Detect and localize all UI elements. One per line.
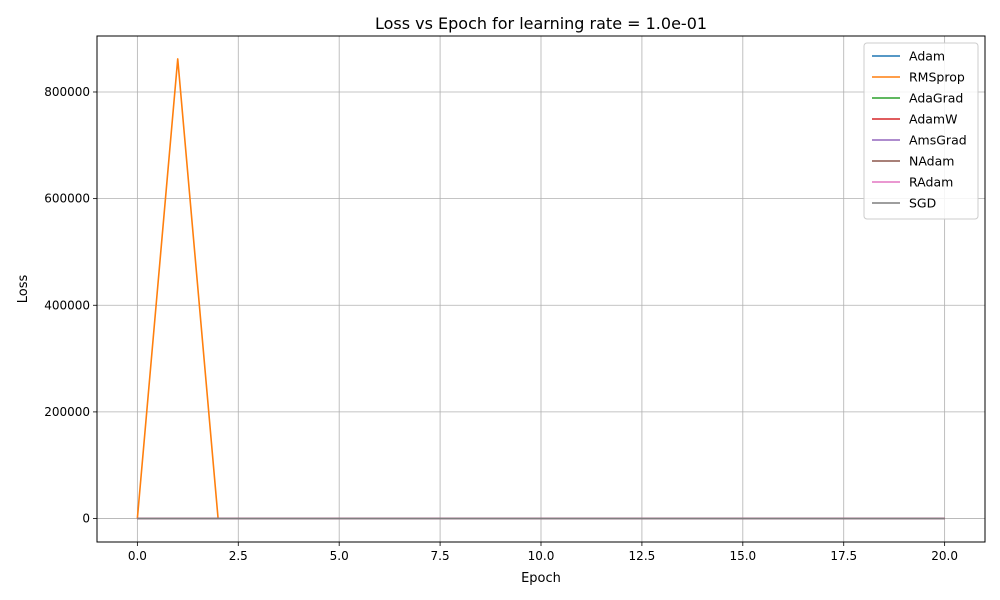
legend-label-adam: Adam	[909, 49, 945, 64]
y-tick-label: 400000	[44, 298, 90, 312]
legend-label-amsgrad: AmsGrad	[909, 133, 967, 148]
y-axis-ticks: 0 200000 400000 600000 800000	[44, 85, 97, 526]
x-tick-label: 20.0	[931, 549, 958, 563]
x-tick-label: 15.0	[729, 549, 756, 563]
legend-label-adagrad: AdaGrad	[909, 91, 963, 106]
y-axis-label: Loss	[16, 275, 31, 304]
x-tick-label: 7.5	[431, 549, 450, 563]
grid-lines	[97, 36, 985, 542]
legend-label-sgd: SGD	[909, 196, 936, 211]
x-tick-label: 2.5	[229, 549, 248, 563]
x-axis-label: Epoch	[521, 571, 561, 586]
y-tick-label: 200000	[44, 405, 90, 419]
series-lines	[136, 58, 945, 520]
legend-label-nadam: NAdam	[909, 154, 954, 169]
y-tick-label: 0	[82, 512, 90, 526]
legend-label-radam: RAdam	[909, 175, 953, 190]
chart-title: Loss vs Epoch for learning rate = 1.0e-0…	[375, 14, 707, 33]
x-axis-ticks: 0.0 2.5 5.0 7.5 10.0 12.5 15.0 17.5 20.0	[128, 542, 958, 563]
x-tick-label: 0.0	[128, 549, 147, 563]
y-tick-label: 600000	[44, 192, 90, 206]
x-tick-label: 10.0	[528, 549, 555, 563]
legend-box	[863, 42, 979, 220]
y-tick-label: 800000	[44, 85, 90, 99]
x-tick-label: 17.5	[830, 549, 857, 563]
legend: Adam RMSprop AdaGrad AdamW AmsGrad NAdam RAdam…	[863, 42, 979, 220]
legend-label-rmsprop: RMSprop	[909, 70, 965, 85]
x-tick-label: 12.5	[629, 549, 656, 563]
legend-label-adamw: AdamW	[909, 112, 957, 127]
x-tick-label: 5.0	[330, 549, 349, 563]
